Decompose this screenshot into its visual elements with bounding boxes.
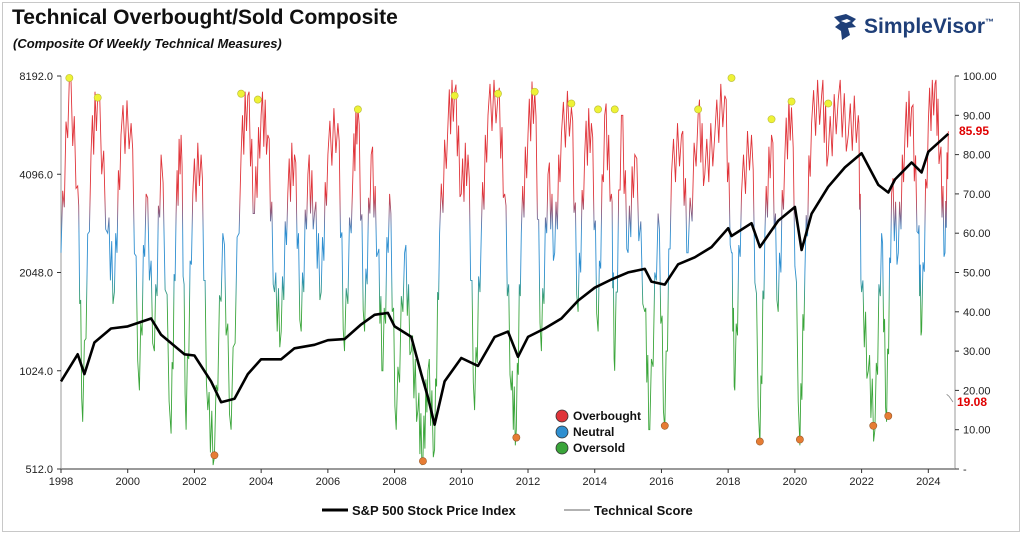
band-legend-dot bbox=[555, 425, 569, 439]
overbought-peak-marker bbox=[494, 89, 502, 98]
right-tick-label: - bbox=[963, 464, 967, 476]
right-tick-label: 70.00 bbox=[963, 189, 991, 201]
overbought-peak-marker bbox=[93, 93, 102, 102]
overbought-peak-marker bbox=[594, 105, 602, 114]
left-tick-label: 1024.0 bbox=[19, 366, 53, 378]
overbought-peak-marker bbox=[353, 105, 362, 114]
right-tick-label: 30.00 bbox=[963, 346, 991, 358]
overbought-peak-marker bbox=[567, 99, 576, 108]
right-tick-label: 60.00 bbox=[963, 228, 991, 240]
x-tick-label: 2008 bbox=[382, 476, 406, 488]
oversold-trough-marker bbox=[512, 433, 521, 442]
eagle-icon bbox=[834, 14, 856, 40]
brand-trademark: ™ bbox=[985, 17, 994, 27]
band-legend-dot bbox=[555, 409, 569, 423]
brand-logo[interactable]: SimpleVisor™ bbox=[832, 12, 994, 42]
series-legend-score-label: Technical Score bbox=[594, 503, 693, 518]
overbought-peak-marker bbox=[787, 97, 796, 106]
technical-score-layer bbox=[60, 79, 949, 466]
overbought-peak-marker bbox=[694, 105, 703, 114]
chart-title: Technical Overbought/Sold Composite bbox=[12, 6, 398, 29]
x-tick-label: 2004 bbox=[249, 476, 273, 488]
oversold-trough-marker bbox=[755, 437, 764, 446]
legend-layer: Overbought Neutral Oversold S&P 500 Stock P… bbox=[322, 409, 693, 518]
axes-group: 1998 2000 2002 2004 2006 2008 2010 2012 2014 2016… bbox=[19, 71, 996, 488]
x-tick-label: 1998 bbox=[49, 476, 73, 488]
chart-subtitle: (Composite Of Weekly Technical Measures) bbox=[13, 36, 282, 51]
x-tick-label: 2010 bbox=[449, 476, 473, 488]
oversold-trough-marker bbox=[884, 412, 893, 420]
oversold-trough-marker bbox=[660, 421, 669, 430]
overbought-peak-marker bbox=[824, 99, 833, 108]
x-tick-label: 2022 bbox=[849, 476, 873, 488]
x-tick-label: 2018 bbox=[716, 476, 740, 488]
band-legend-label: Overbought bbox=[573, 409, 641, 423]
x-tick-label: 2000 bbox=[115, 476, 139, 488]
band-legend-label: Neutral bbox=[573, 425, 614, 439]
oversold-trough-marker bbox=[419, 457, 427, 466]
reference-value-callout: 19.08 bbox=[957, 395, 987, 409]
right-tick-label: 40.00 bbox=[963, 307, 991, 319]
right-tick-label: 80.00 bbox=[963, 150, 991, 162]
x-tick-label: 2014 bbox=[582, 476, 606, 488]
oversold-trough-marker bbox=[795, 435, 804, 444]
left-tick-label: 8192.0 bbox=[19, 71, 53, 83]
x-tick-label: 2002 bbox=[182, 476, 206, 488]
series-legend-price-label: S&P 500 Stock Price Index bbox=[352, 503, 517, 518]
band-legend-label: Oversold bbox=[573, 441, 625, 455]
x-tick-label: 2024 bbox=[916, 476, 940, 488]
overbought-peak-marker bbox=[530, 87, 539, 96]
reference-leader-line bbox=[946, 394, 954, 403]
sp500-price-line bbox=[59, 132, 950, 426]
latest-score-callout: 85.95 bbox=[959, 124, 989, 138]
technical-score-line bbox=[60, 79, 949, 466]
oversold-trough-marker bbox=[869, 421, 878, 430]
right-tick-label: 20.00 bbox=[963, 385, 991, 397]
brand-name: SimpleVisor bbox=[864, 15, 985, 38]
right-tick-label: 90.00 bbox=[963, 110, 991, 122]
overbought-peak-marker bbox=[610, 105, 619, 114]
price-layer bbox=[59, 132, 950, 426]
overbought-peak-marker bbox=[767, 115, 776, 124]
right-tick-label: 50.00 bbox=[963, 268, 991, 280]
overbought-peak-marker bbox=[65, 74, 74, 82]
right-tick-label: 10.00 bbox=[963, 425, 991, 437]
left-tick-label: 2048.0 bbox=[19, 268, 53, 280]
overbought-peak-marker bbox=[237, 89, 246, 98]
left-tick-label: 4096.0 bbox=[19, 169, 53, 181]
band-legend-dot bbox=[555, 441, 569, 455]
overbought-peak-marker bbox=[450, 91, 459, 100]
marker-layer: 85.95 19.08 bbox=[65, 74, 989, 466]
oversold-trough-marker bbox=[210, 451, 219, 460]
overbought-peak-marker bbox=[727, 74, 736, 82]
x-tick-label: 2012 bbox=[516, 476, 540, 488]
x-tick-label: 2006 bbox=[316, 476, 340, 488]
right-tick-label: 100.00 bbox=[963, 71, 997, 83]
left-tick-label: 512.0 bbox=[25, 464, 53, 476]
x-tick-label: 2020 bbox=[783, 476, 807, 488]
overbought-peak-marker bbox=[253, 95, 262, 104]
x-tick-label: 2016 bbox=[649, 476, 673, 488]
